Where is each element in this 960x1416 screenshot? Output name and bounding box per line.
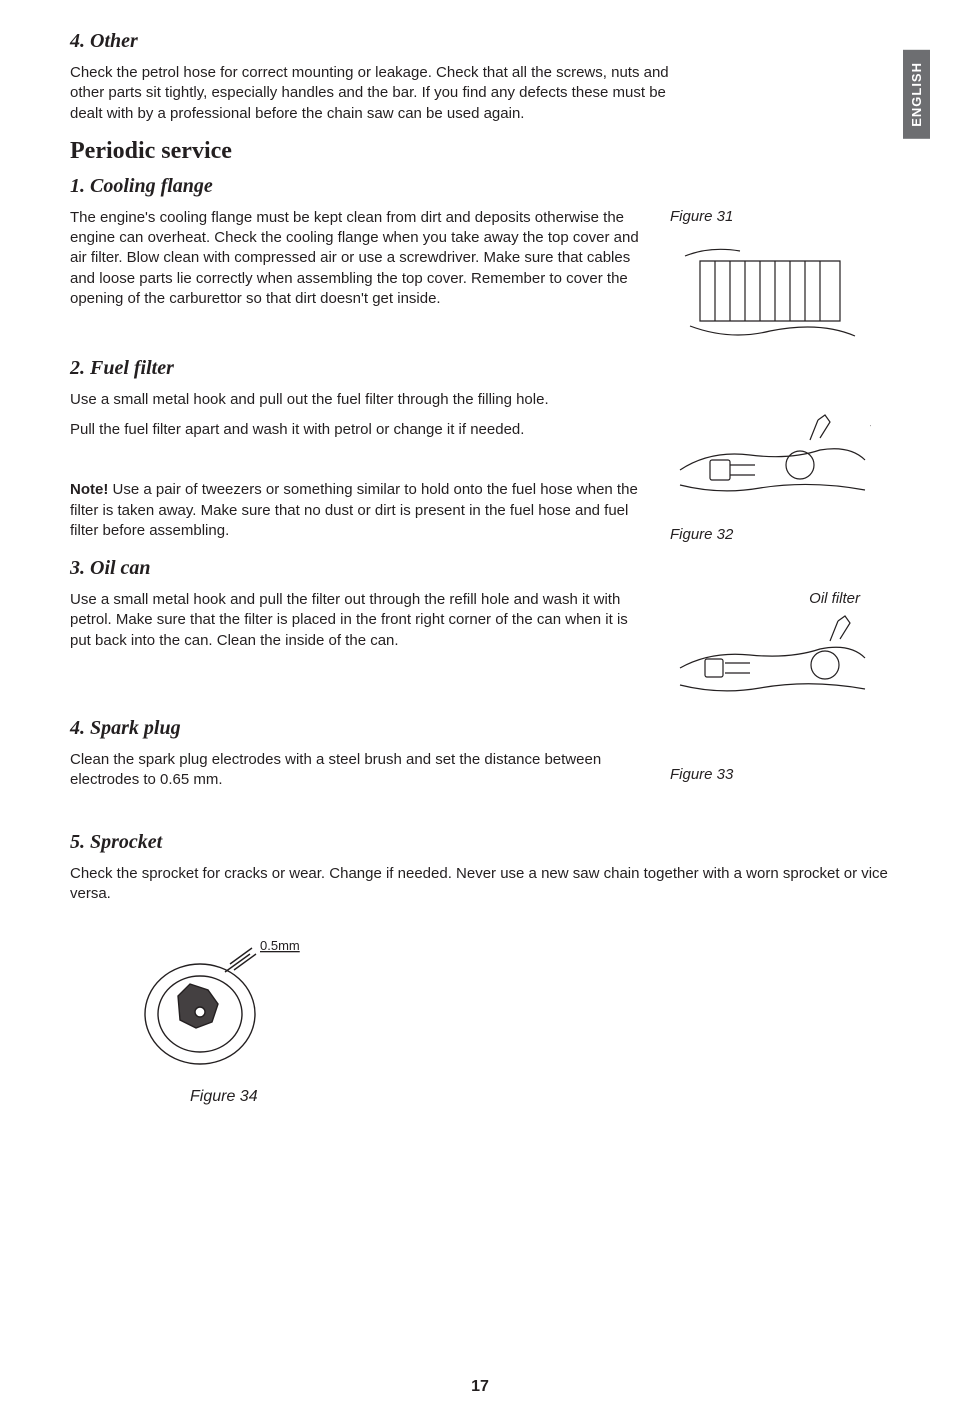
figure-33-image xyxy=(670,613,870,713)
body-cooling: The engine's cooling flange must be kept… xyxy=(70,208,650,309)
body-other: Check the petrol hose for correct mounti… xyxy=(70,63,690,124)
figure-31-label: Figure 31 xyxy=(670,208,890,225)
note-bold: Note! xyxy=(70,481,108,498)
note-text: Use a pair of tweezers or something simi… xyxy=(70,481,638,539)
figure-33-label: Figure 33 xyxy=(670,766,890,783)
heading-sprocket: 5. Sprocket xyxy=(70,831,890,854)
figure-34-label: Figure 34 xyxy=(190,1088,890,1106)
heading-other: 4. Other xyxy=(70,30,890,53)
figure-32-label: Figure 32 xyxy=(670,526,890,543)
page-number: 17 xyxy=(471,1378,489,1396)
figure-34-image: 0.5mm xyxy=(130,924,310,1084)
figure-33-title: Oil filter xyxy=(670,590,860,607)
body-fuel-note: Note! Use a pair of tweezers or somethin… xyxy=(70,480,650,541)
body-fuel-1: Use a small metal hook and pull out the … xyxy=(70,390,650,410)
heading-fuel: 2. Fuel filter xyxy=(70,357,890,380)
body-spark: Clean the spark plug electrodes with a s… xyxy=(70,750,650,791)
heading-oil: 3. Oil can xyxy=(70,557,890,580)
body-oil: Use a small metal hook and pull the filt… xyxy=(70,590,650,651)
figure-32-image xyxy=(670,410,870,520)
figure-34-measure: 0.5mm xyxy=(260,938,300,953)
figure-31-image xyxy=(670,231,870,351)
heading-spark: 4. Spark plug xyxy=(70,717,890,740)
heading-periodic: Periodic service xyxy=(70,138,890,165)
body-sprocket: Check the sprocket for cracks or wear. C… xyxy=(70,864,890,905)
body-fuel-2: Pull the fuel filter apart and wash it w… xyxy=(70,420,650,440)
heading-cooling: 1. Cooling flange xyxy=(70,175,890,198)
language-tab: ENGLISH xyxy=(903,50,930,139)
